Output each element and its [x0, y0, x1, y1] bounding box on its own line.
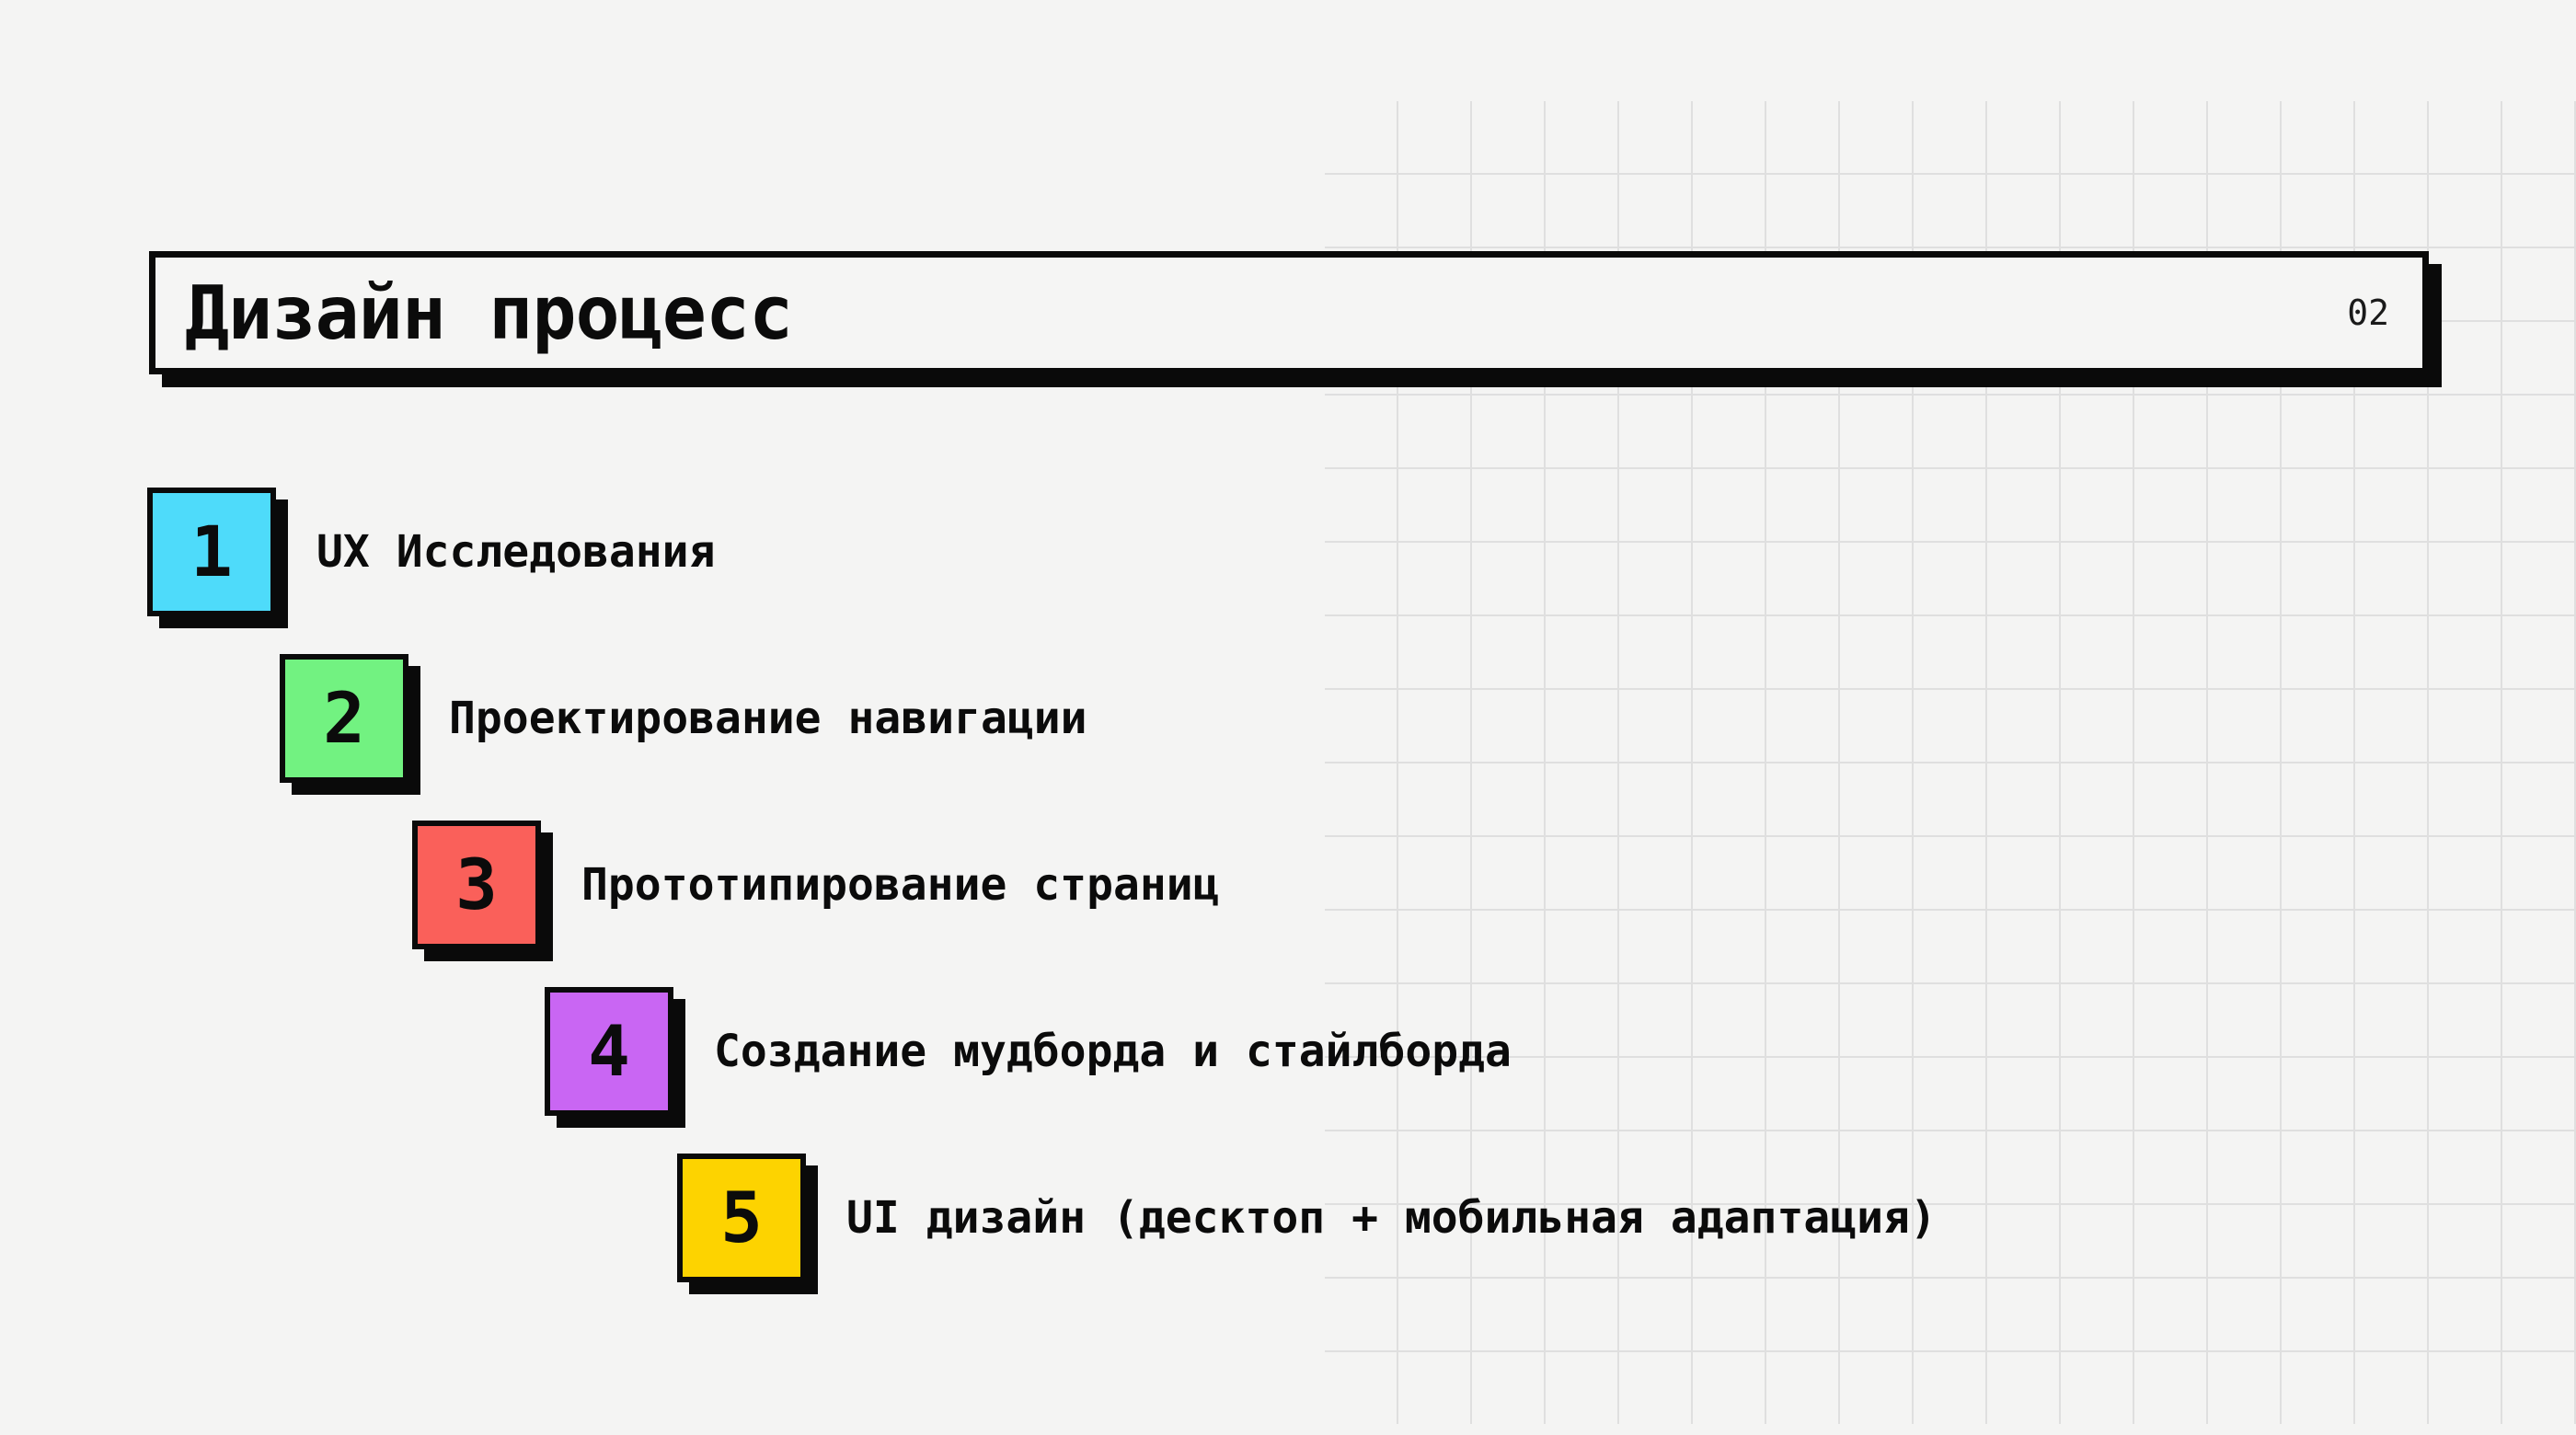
step-label: Проектирование навигации [449, 693, 1087, 744]
step-number-box: 4 [545, 987, 673, 1116]
step-label: UX Исследования [316, 526, 716, 578]
step-number-box: 1 [147, 488, 276, 616]
step-number: 3 [455, 844, 498, 925]
step-number: 4 [588, 1010, 630, 1092]
step-number-box: 5 [677, 1154, 806, 1282]
process-step-4: 4 Создание мудборда и стайлборда [545, 987, 1512, 1116]
process-step-2: 2 Проектирование навигации [280, 654, 1087, 783]
page-number: 02 [2347, 293, 2389, 333]
step-number-box: 2 [280, 654, 408, 783]
step-label: UI дизайн (десктоп + мобильная адаптация… [846, 1192, 1937, 1244]
step-label: Прототипирование страниц [581, 859, 1220, 911]
step-label: Создание мудборда и стайлборда [714, 1026, 1512, 1077]
step-number-box: 3 [412, 821, 541, 949]
process-step-5: 5 UI дизайн (десктоп + мобильная адаптац… [677, 1154, 1937, 1282]
process-step-3: 3 Прототипирование страниц [412, 821, 1220, 949]
step-number: 5 [720, 1177, 763, 1258]
slide-title: Дизайн процесс [185, 270, 793, 356]
process-step-1: 1 UX Исследования [147, 488, 715, 616]
step-number: 2 [323, 677, 365, 759]
slide-title-box: Дизайн процесс 02 [149, 251, 2429, 374]
step-number: 1 [190, 511, 233, 592]
